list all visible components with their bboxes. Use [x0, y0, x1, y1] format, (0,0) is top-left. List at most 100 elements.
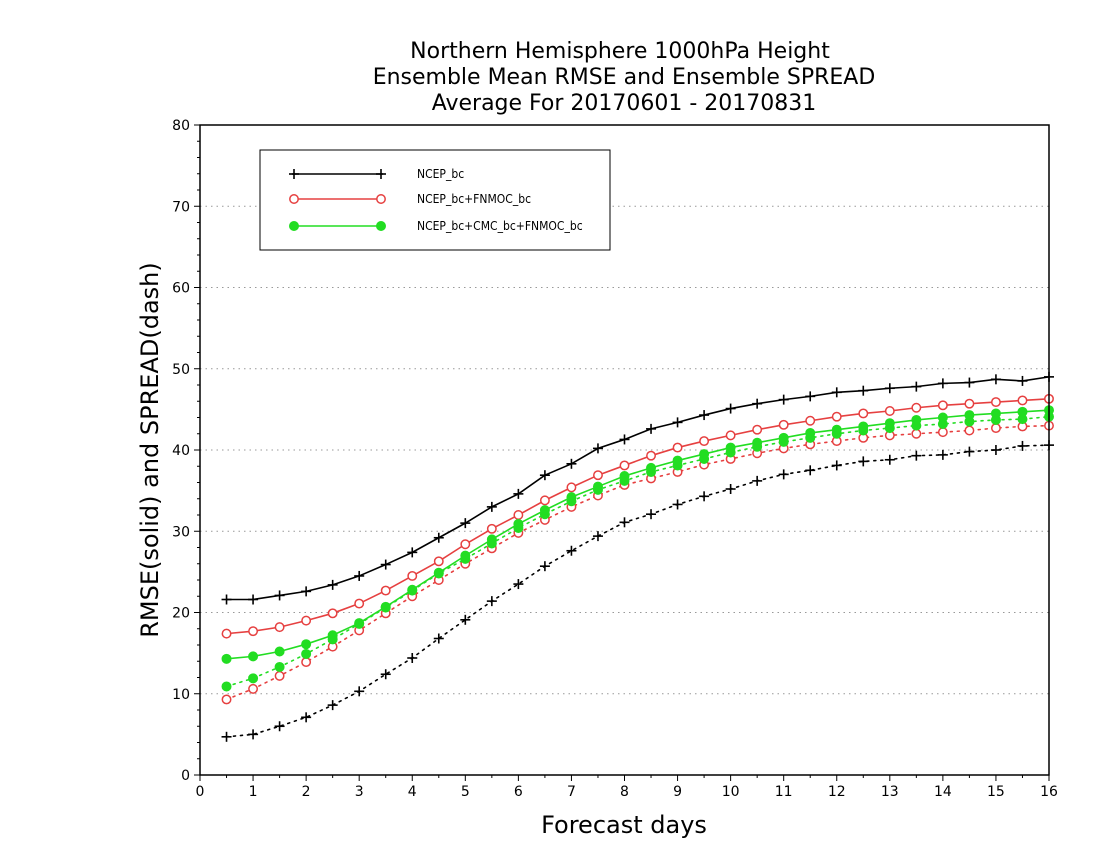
- legend-marker: [289, 169, 299, 179]
- x-tick-label: 2: [302, 784, 311, 800]
- x-axis-label: Forecast days: [541, 811, 707, 839]
- x-tick-label: 15: [987, 784, 1005, 800]
- spread-point: [248, 673, 259, 684]
- rmse-point: [831, 387, 842, 398]
- x-tick-label: 16: [1040, 784, 1058, 800]
- spread-point: [778, 469, 789, 480]
- rmse-point: [486, 501, 497, 512]
- rmse-point: [354, 618, 365, 629]
- rmse-point: [619, 471, 630, 481]
- spread-point: [354, 686, 365, 697]
- legend-label: NCEP_bc: [417, 167, 464, 181]
- rmse-point: [964, 410, 975, 421]
- spread-point: [380, 669, 391, 680]
- rmse-point: [1017, 395, 1028, 406]
- rmse-point: [248, 626, 259, 637]
- rmse-point: [725, 430, 736, 441]
- spread-point: [1017, 440, 1028, 451]
- rmse-point: [937, 378, 948, 389]
- x-axis: 0 1 2 3 4 5 6 7 8 9 10 11 12 13 14 15 16: [196, 775, 1058, 800]
- y-tick-label: 60: [172, 281, 190, 297]
- rmse-point: [778, 432, 789, 443]
- legend-marker: [376, 221, 386, 231]
- chart-title: Northern Hemisphere 1000hPa Height Ensem…: [373, 39, 876, 116]
- rmse-point: [513, 488, 524, 499]
- spread-point: [858, 456, 869, 467]
- rmse-point: [221, 594, 232, 605]
- rmse-point: [672, 417, 683, 428]
- legend-marker: [289, 194, 299, 204]
- x-tick-label: 8: [620, 784, 629, 800]
- rmse-point: [778, 394, 789, 405]
- rmse-point: [1017, 406, 1028, 417]
- rmse-point: [858, 385, 869, 396]
- spread-point: [831, 460, 842, 471]
- rmse-point: [566, 492, 577, 503]
- spread-point: [911, 428, 922, 439]
- spread-point: [566, 545, 577, 556]
- rmse-point: [911, 402, 922, 413]
- rmse-point: [592, 443, 603, 454]
- rmse-point: [539, 505, 550, 516]
- rmse-point: [380, 559, 391, 570]
- rmse-point: [990, 397, 1001, 408]
- spread-line: [225, 444, 1050, 738]
- rmse-point: [327, 608, 338, 619]
- rmse-point: [274, 646, 285, 657]
- rmse-point: [380, 585, 391, 596]
- legend-label: NCEP_bc+FNMOC_bc: [417, 192, 531, 206]
- rmse-point: [433, 556, 444, 567]
- rmse-point: [407, 584, 418, 595]
- rmse-point: [433, 567, 444, 578]
- x-tick-label: 0: [196, 784, 205, 800]
- rmse-point: [699, 410, 710, 421]
- rmse-point: [619, 434, 630, 445]
- spread-point: [301, 657, 312, 668]
- rmse-point: [539, 470, 550, 481]
- spread-point: [990, 423, 1001, 434]
- rmse-point: [513, 510, 524, 520]
- y-axis-label: RMSE(solid) and SPREAD(dash): [136, 262, 164, 638]
- rmse-point: [221, 653, 232, 664]
- series-0: [221, 371, 1054, 742]
- x-tick-label: 13: [881, 784, 899, 800]
- chart-title-line-2: Ensemble Mean RMSE and Ensemble SPREAD: [373, 65, 876, 90]
- chart-title-line-3: Average For 20170601 - 20170831: [432, 91, 817, 116]
- rmse-point: [486, 523, 497, 534]
- rmse-point: [858, 421, 869, 432]
- rmse-point: [911, 414, 922, 425]
- legend-item: NCEP_bc+CMC_bc+FNMOC_bc: [289, 219, 583, 233]
- x-tick-label: 5: [461, 784, 470, 800]
- legend-item: NCEP_bc+FNMOC_bc: [289, 192, 531, 206]
- rmse-point: [221, 628, 232, 639]
- rmse-point: [460, 539, 471, 550]
- series-layer: [221, 371, 1054, 742]
- rmse-point: [301, 586, 312, 597]
- y-tick-label: 80: [172, 118, 190, 134]
- rmse-point: [672, 442, 683, 453]
- x-tick-label: 6: [514, 784, 523, 800]
- spread-point: [513, 579, 524, 590]
- spread-point: [619, 517, 630, 528]
- rmse-point: [752, 398, 763, 409]
- spread-point: [539, 561, 550, 572]
- legend-marker: [376, 194, 386, 204]
- spread-point: [646, 509, 657, 520]
- rmse-point: [805, 415, 816, 426]
- rmse-point: [805, 427, 816, 438]
- rmse-point: [831, 411, 842, 422]
- spread-point: [221, 681, 232, 692]
- y-tick-label: 30: [172, 524, 190, 540]
- spread-point: [486, 596, 497, 607]
- spread-point: [752, 475, 763, 486]
- rmse-point: [646, 450, 656, 461]
- rmse-point: [831, 424, 842, 435]
- spread-point: [274, 670, 285, 681]
- rmse-point: [380, 601, 391, 612]
- spread-point: [274, 721, 285, 732]
- rmse-point: [1017, 375, 1028, 386]
- spread-point: [672, 499, 683, 510]
- rmse-point: [937, 400, 948, 411]
- rmse-point: [407, 570, 418, 581]
- spread-point: [964, 425, 975, 436]
